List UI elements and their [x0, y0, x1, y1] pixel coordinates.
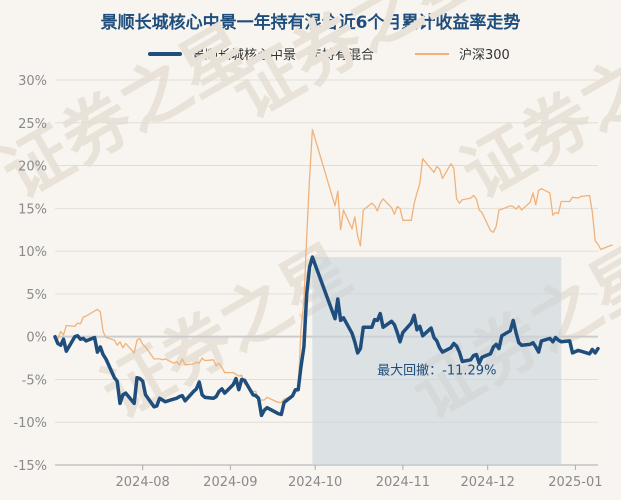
y-tick-label: 25% [18, 117, 47, 132]
y-tick-label: -15% [13, 459, 47, 474]
legend-item-index[interactable]: 沪深300 [415, 44, 510, 63]
x-tick-label: 2024-09 [203, 475, 257, 490]
chart-title: 景顺长城核心中景一年持有混合近6个月累计收益率走势 [100, 13, 521, 33]
y-tick-label: 10% [18, 245, 47, 260]
legend-label-fund: 景顺长城核心中景一年持有混合 [192, 48, 375, 63]
y-tick-label: 20% [18, 160, 47, 175]
x-tick-label: 2024-12 [461, 475, 515, 490]
series-line-fund [53, 255, 600, 418]
legend-item-fund[interactable]: 景顺长城核心中景一年持有混合 [148, 44, 374, 63]
watermark-text: 证券之星 [449, 10, 621, 214]
legend-swatch-fund [148, 51, 182, 56]
legend-label-index: 沪深300 [459, 48, 510, 63]
legend: 景顺长城核心中景一年持有混合 沪深300 [0, 44, 621, 64]
max-drawdown-region [312, 257, 562, 465]
series-line-index [54, 128, 613, 405]
x-tick-label: 2025-01 [548, 475, 602, 490]
y-tick-label: -10% [13, 416, 47, 431]
y-tick-label: 30% [18, 74, 47, 89]
legend-swatch-index [415, 52, 449, 55]
x-tick-label: 2024-08 [116, 475, 170, 490]
y-tick-label: 15% [18, 202, 47, 217]
y-tick-label: -5% [22, 373, 47, 388]
watermark-text: 证券之星 [219, 0, 494, 135]
x-tick-label: 2024-11 [376, 475, 430, 490]
y-tick-label: 0% [26, 331, 47, 346]
watermark-text: 证券之星 [0, 10, 264, 214]
x-tick-label: 2024-10 [288, 475, 342, 490]
y-tick-label: 5% [26, 288, 47, 303]
max-drawdown-label: 最大回撤：-11.29% [377, 362, 496, 378]
